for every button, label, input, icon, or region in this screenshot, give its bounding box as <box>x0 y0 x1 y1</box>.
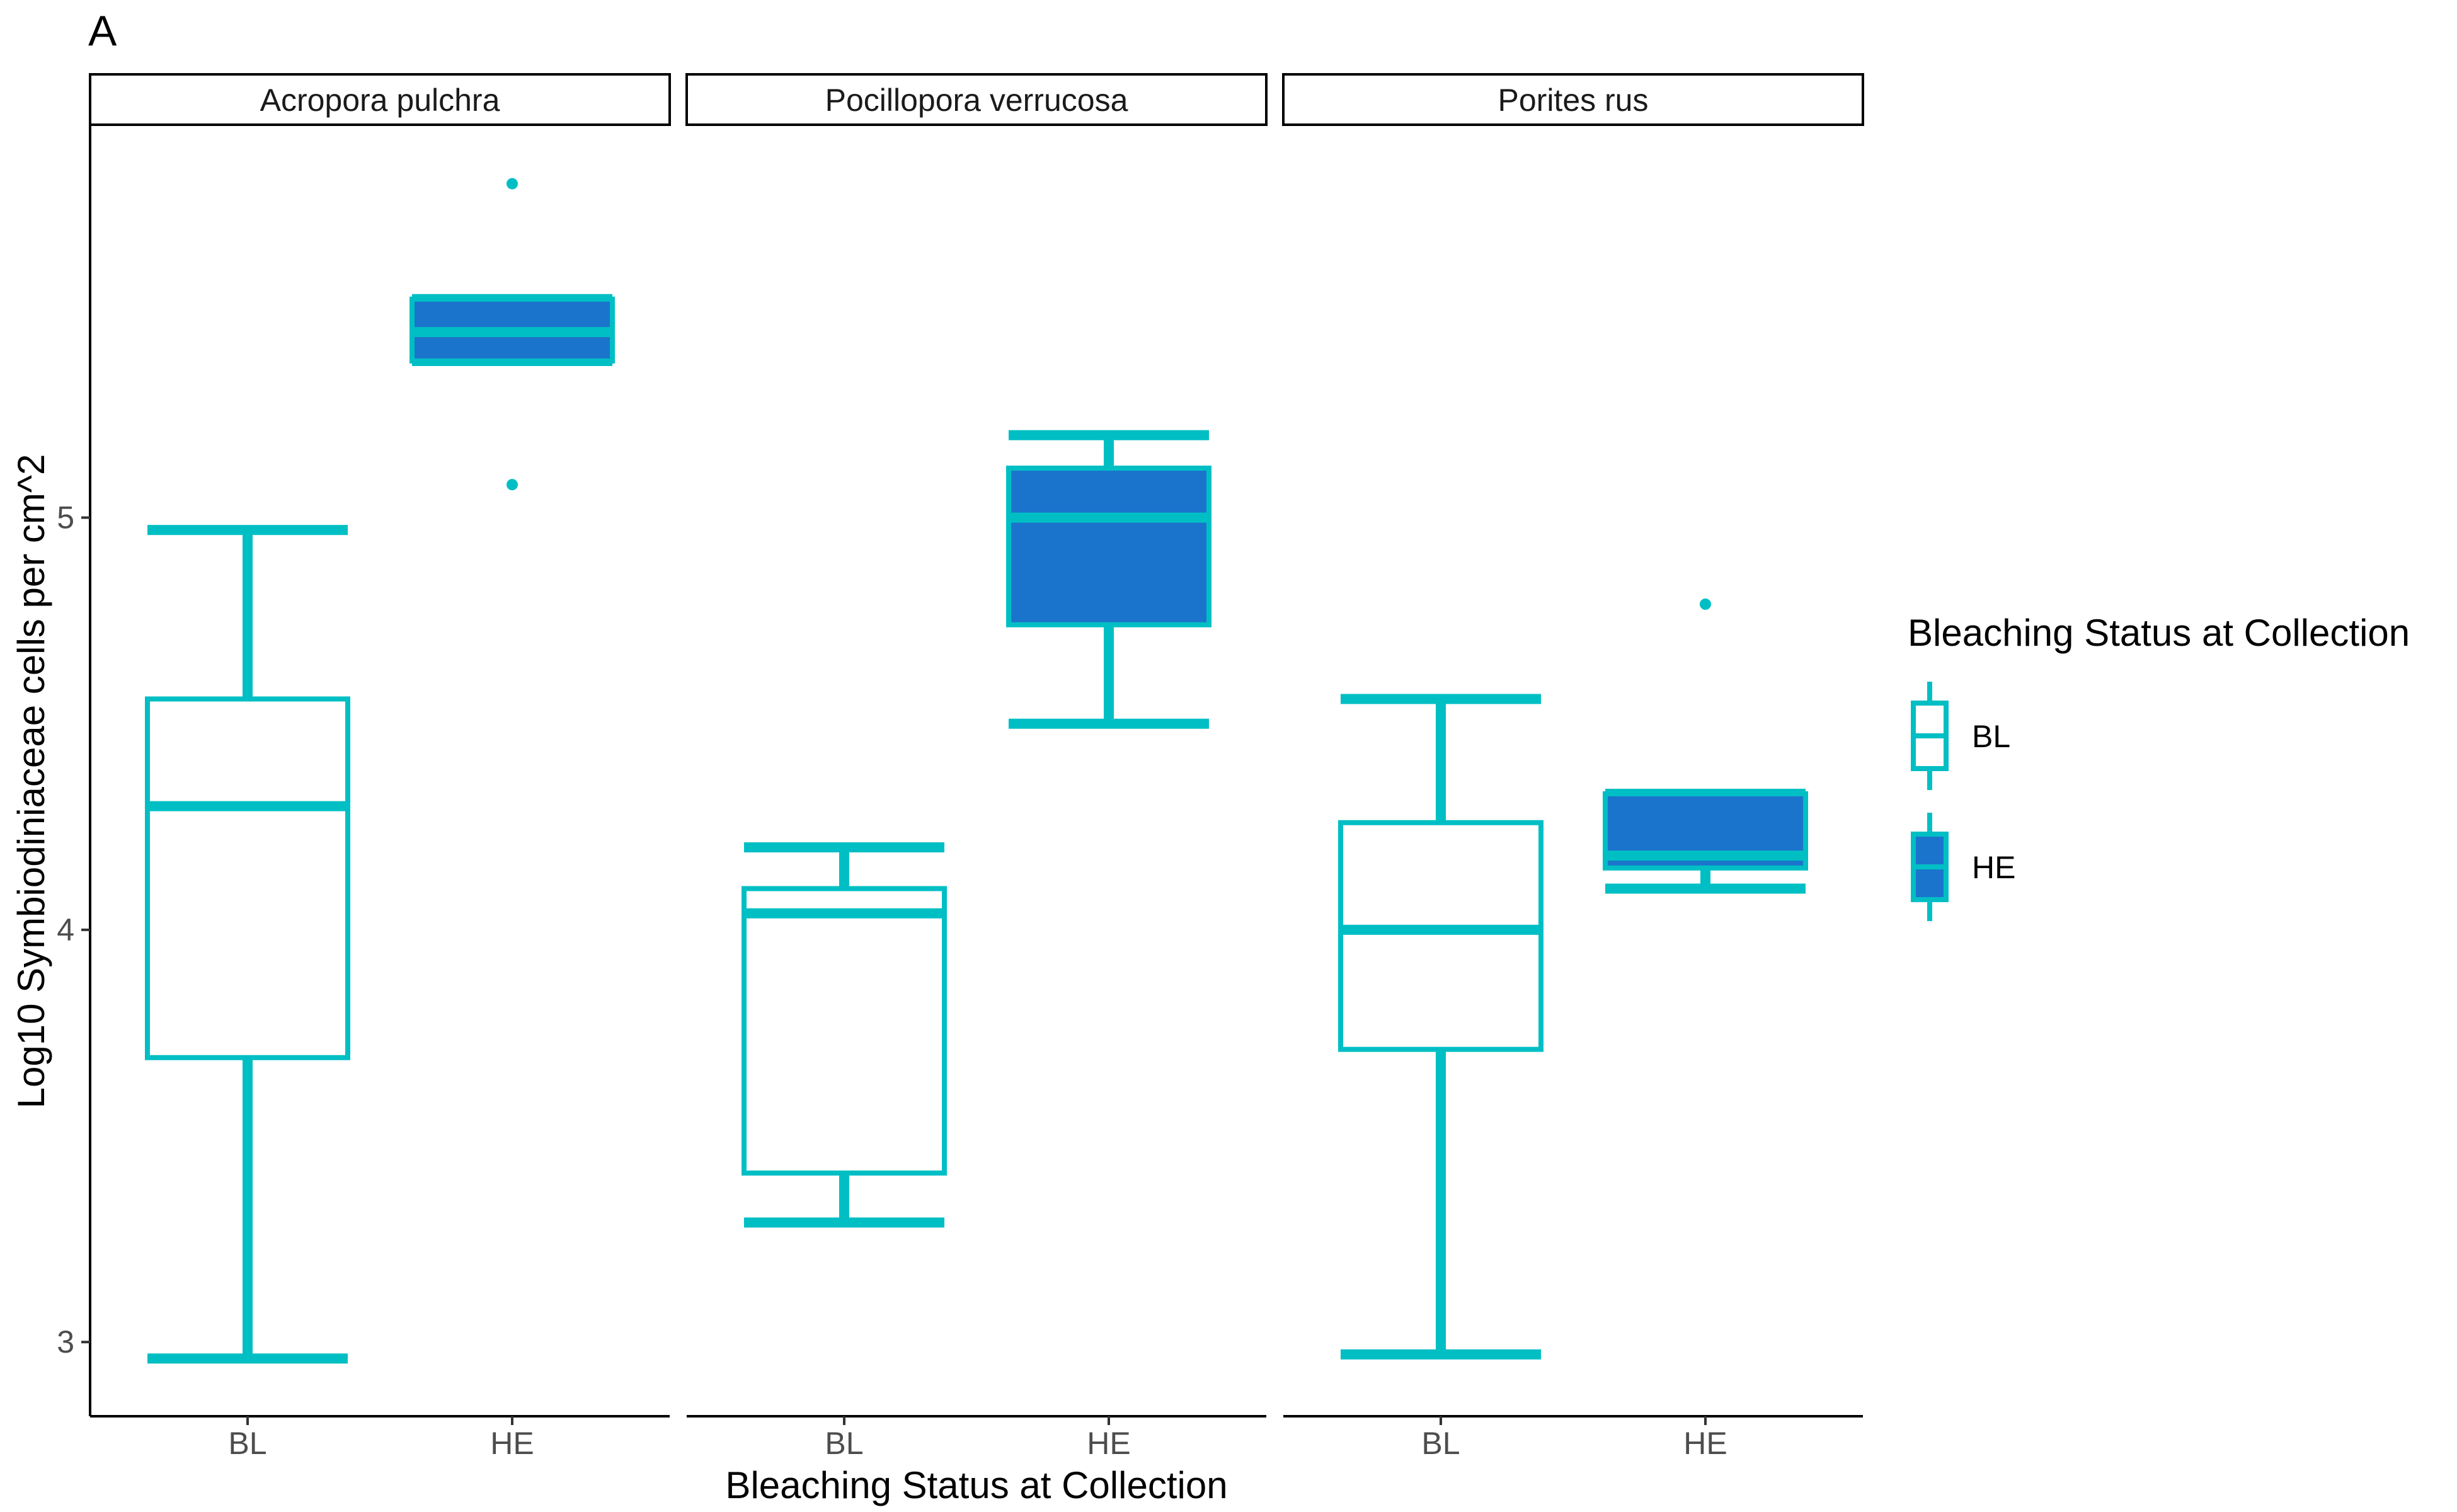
x-tick-label: HE <box>490 1426 534 1461</box>
facet-strip-label: Acropora pulchra <box>260 83 500 118</box>
box-iqr <box>1006 466 1211 627</box>
legend-keys: BL HE <box>1911 682 2015 921</box>
y-tick-label: 5 <box>57 500 74 536</box>
y-axis-label: Log10 Symbiodiniaceae cells per cm^2 <box>10 454 52 1109</box>
facet-2: Porites rus BL HE <box>1282 73 1864 1461</box>
x-tick-label: BL <box>228 1426 266 1461</box>
box-iqr <box>145 696 350 1060</box>
legend-entry-label: BL <box>1972 719 2010 754</box>
x-tick-label: HE <box>1087 1426 1130 1461</box>
legend: Bleaching Status at Collection BL HE <box>1908 612 2410 921</box>
y-tick-label: 3 <box>57 1324 74 1360</box>
facet-strip <box>89 73 671 126</box>
x-tick-label: BL <box>1421 1426 1460 1461</box>
outlier-point <box>507 178 518 190</box>
box-bl <box>742 842 947 1228</box>
facet-strip-label: Pocillopora verrucosa <box>825 83 1128 118</box>
box-iqr <box>742 886 947 1176</box>
facet-strip <box>685 73 1268 126</box>
box-he <box>410 178 615 491</box>
panel-label: A <box>88 7 117 55</box>
facet-0: Acropora pulchra BL HE <box>89 73 671 1461</box>
box-bl <box>1338 694 1544 1360</box>
outlier-point <box>507 479 518 491</box>
legend-title: Bleaching Status at Collection <box>1908 612 2410 654</box>
facet-strip-label: Porites rus <box>1498 83 1649 118</box>
x-tick-label: HE <box>1683 1426 1727 1461</box>
facet-1: Pocillopora verrucosa BL HE <box>685 73 1268 1461</box>
legend-key-bl: BL <box>1911 682 2010 790</box>
box-iqr <box>1338 820 1544 1052</box>
box-he <box>1006 430 1211 729</box>
outlier-point <box>1700 598 1711 610</box>
facet-strip <box>1282 73 1864 126</box>
x-tick-label: BL <box>825 1426 863 1461</box>
legend-key-he: HE <box>1911 813 2015 921</box>
x-axis-label: Bleaching Status at Collection <box>725 1464 1227 1506</box>
y-tick-label: 4 <box>57 912 74 948</box>
box-bl <box>145 525 350 1364</box>
y-axis: 3 4 5 <box>57 126 91 1416</box>
legend-entry-label: HE <box>1972 850 2015 885</box>
box-he <box>1603 598 1808 894</box>
